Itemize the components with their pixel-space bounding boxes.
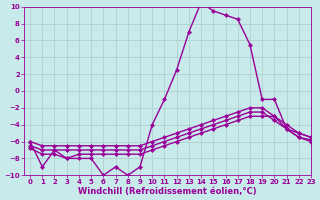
- X-axis label: Windchill (Refroidissement éolien,°C): Windchill (Refroidissement éolien,°C): [78, 187, 257, 196]
